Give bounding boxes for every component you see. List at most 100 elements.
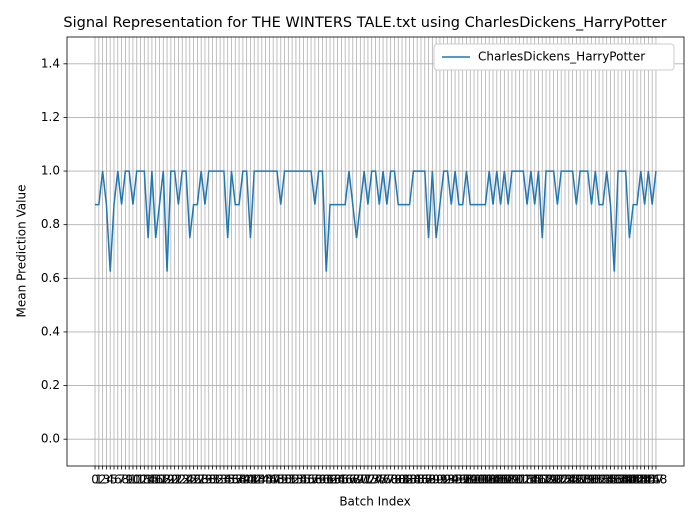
x-tick-label: 126 [561, 473, 584, 487]
y-tick-label: 0.0 [41, 432, 60, 446]
x-tick-label: 35 [220, 473, 235, 487]
x-tick-label: 88 [421, 473, 436, 487]
x-tick-label: 138 [607, 473, 630, 487]
x-tick-label: 112 [508, 473, 531, 487]
x-tick-label: 69 [349, 473, 364, 487]
x-tick-label: 124 [554, 473, 577, 487]
y-tick-label: 1.4 [41, 56, 60, 70]
x-tick-label: 48 [269, 473, 284, 487]
x-tick-label: 53 [288, 473, 303, 487]
x-tick-label: 123 [550, 473, 573, 487]
x-tick-label: 4 [106, 473, 114, 487]
x-tick-label: 132 [584, 473, 607, 487]
x-tick-label: 145 [633, 473, 656, 487]
x-tick-label: 12 [133, 473, 148, 487]
x-tick-label: 30 [201, 473, 216, 487]
x-tick-label: 7 [118, 473, 126, 487]
x-tick-label: 131 [580, 473, 603, 487]
x-tick-label: 5 [110, 473, 118, 487]
x-tick-label: 89 [425, 473, 440, 487]
x-tick-label: 21 [167, 473, 182, 487]
data-line [95, 170, 657, 272]
x-tick-label: 143 [626, 473, 649, 487]
x-tick-label: 116 [523, 473, 546, 487]
x-tick-label: 47 [266, 473, 281, 487]
x-tick-label: 119 [535, 473, 558, 487]
x-tick-label: 95 [447, 473, 462, 487]
x-tick-label: 86 [413, 473, 428, 487]
x-tick-label: 27 [190, 473, 205, 487]
x-tick-label: 79 [387, 473, 402, 487]
x-tick-label: 98 [459, 473, 474, 487]
x-tick-label: 3 [103, 473, 111, 487]
x-tick-label: 135 [595, 473, 618, 487]
x-tick-label: 23 [175, 473, 190, 487]
chart-title: Signal Representation for THE WINTERS TA… [63, 15, 666, 31]
x-tick-label: 68 [345, 473, 360, 487]
x-tick-label: 106 [485, 473, 508, 487]
x-tick-label: 110 [500, 473, 523, 487]
x-tick-label: 43 [250, 473, 265, 487]
x-tick-label: 94 [444, 473, 459, 487]
x-tick-label: 46 [262, 473, 277, 487]
x-tick-label: 97 [455, 473, 470, 487]
x-tick-label: 16 [148, 473, 163, 487]
x-tick-label: 99 [463, 473, 478, 487]
x-tick-label: 63 [326, 473, 341, 487]
x-tick-label: 34 [216, 473, 231, 487]
x-tick-label: 31 [205, 473, 220, 487]
x-tick-label: 77 [379, 473, 394, 487]
x-tick-label: 2 [99, 473, 107, 487]
x-tick-label: 127 [565, 473, 588, 487]
x-tick-label: 64 [330, 473, 345, 487]
x-tick-label: 118 [531, 473, 554, 487]
x-tick-label: 82 [398, 473, 413, 487]
x-tick-label: 18 [156, 473, 171, 487]
x-tick-label: 109 [497, 473, 520, 487]
x-tick-label: 122 [546, 473, 569, 487]
x-tick-label: 6 [114, 473, 122, 487]
x-tick-label: 70 [353, 473, 368, 487]
x-tick-label: 136 [599, 473, 622, 487]
y-tick-label: 0.2 [41, 378, 60, 392]
x-tick-label: 93 [440, 473, 455, 487]
x-tick-label: 9 [125, 473, 133, 487]
x-tick-label: 29 [197, 473, 212, 487]
x-tick-label: 40 [239, 473, 254, 487]
x-tick-label: 10 [125, 473, 140, 487]
x-tick-label: 75 [372, 473, 387, 487]
x-tick-label: 102 [470, 473, 493, 487]
x-tick-label: 83 [402, 473, 417, 487]
x-tick-label: 72 [360, 473, 375, 487]
x-tick-label: 28 [194, 473, 209, 487]
x-tick-label: 55 [296, 473, 311, 487]
x-tick-label: 87 [417, 473, 432, 487]
x-tick-label: 66 [338, 473, 353, 487]
x-tick-label: 120 [538, 473, 561, 487]
x-tick-label: 0 [91, 473, 99, 487]
x-tick-label: 67 [341, 473, 356, 487]
x-tick-label: 85 [410, 473, 425, 487]
x-tick-label: 115 [519, 473, 542, 487]
x-tick-label: 38 [231, 473, 246, 487]
x-tick-label: 141 [618, 473, 641, 487]
x-tick-label: 140 [614, 473, 637, 487]
y-tick-label: 0.4 [41, 324, 60, 338]
x-tick-label: 41 [243, 473, 258, 487]
x-tick-label: 130 [576, 473, 599, 487]
x-tick-label: 22 [171, 473, 186, 487]
x-tick-label: 144 [629, 473, 652, 487]
x-tick-label: 147 [641, 473, 664, 487]
x-tick-label: 65 [334, 473, 349, 487]
plot-frame [66, 36, 685, 467]
x-tick-label: 76 [375, 473, 390, 487]
x-tick-label: 51 [281, 473, 296, 487]
x-tick-label: 26 [186, 473, 201, 487]
x-tick-label: 139 [610, 473, 633, 487]
x-tick-label: 8 [122, 473, 130, 487]
x-tick-label: 33 [212, 473, 227, 487]
x-tick-label: 96 [451, 473, 466, 487]
x-tick-label: 104 [478, 473, 501, 487]
x-tick-label: 60 [315, 473, 330, 487]
